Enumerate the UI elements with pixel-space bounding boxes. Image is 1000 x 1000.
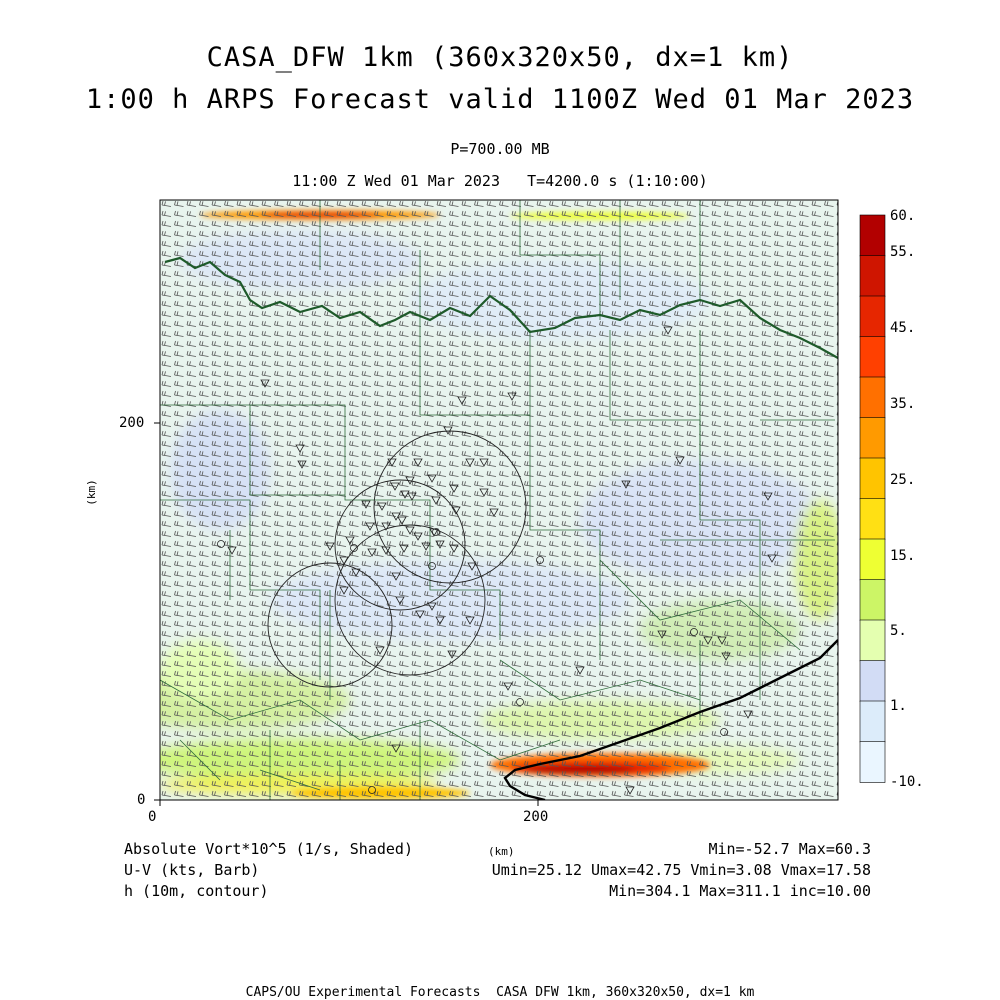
field-description-shaded: Absolute Vort*10^5 (1/s, Shaded) — [124, 840, 413, 858]
colorbar-swatch — [859, 660, 886, 702]
pressure-level: P=700.00 MB — [450, 140, 550, 158]
colorbar-swatch — [859, 255, 886, 297]
colorbar-swatch — [859, 619, 886, 662]
credit-line: CAPS/OU Experimental Forecasts CASA DFW … — [245, 985, 755, 1000]
colorbar-label: 25. — [890, 472, 916, 488]
colorbar-label: 5. — [890, 623, 907, 639]
stats-shaded: Min=-52.7 Max=60.3 — [708, 840, 871, 858]
county-boundaries — [160, 200, 835, 800]
axis-ticks — [154, 422, 539, 806]
vorticity-field — [160, 200, 838, 800]
colorbar-swatch — [859, 741, 886, 783]
colorbar-label: 60. — [890, 208, 916, 224]
colorbar-swatch — [859, 295, 886, 338]
title-line-2: 1:00 h ARPS Forecast valid 1100Z Wed 01 … — [85, 84, 915, 115]
x-axis-unit: (km) — [488, 845, 515, 858]
wind-barbs — [161, 200, 838, 797]
red-river-boundary — [164, 256, 838, 359]
y-tick-0: 0 — [137, 792, 146, 808]
front-line — [503, 639, 838, 800]
colorbar-label: 15. — [890, 548, 916, 564]
colorbar-swatch — [859, 498, 886, 540]
colorbar-swatch — [859, 214, 886, 257]
field-description-barb: U-V (kts, Barb) — [124, 861, 260, 879]
title-line-1: CASA_DFW 1km (360x320x50, dx=1 km) — [206, 42, 794, 73]
colorbar-label: 1. — [890, 698, 907, 714]
colorbar-swatch — [859, 579, 886, 621]
x-tick-0: 0 — [148, 809, 157, 825]
colorbar-swatch — [859, 417, 886, 459]
y-axis-unit: (km) — [84, 479, 98, 506]
stats-contour: Min=304.1 Max=311.1 inc=10.00 — [609, 882, 871, 900]
colorbar — [859, 214, 886, 783]
x-tick-200: 200 — [523, 809, 549, 825]
colorbar-swatch — [859, 336, 886, 378]
station-markers — [217, 326, 777, 795]
y-tick-200: 200 — [119, 415, 145, 431]
colorbar-label: 35. — [890, 396, 916, 412]
stats-wind: Umin=25.12 Umax=42.75 Vmin=3.08 Vmax=17.… — [491, 861, 871, 879]
colorbar-swatch — [859, 700, 886, 743]
colorbar-label: 45. — [890, 320, 916, 336]
colorbar-label: 55. — [890, 244, 916, 260]
valid-time-line: 11:00 Z Wed 01 Mar 2023 T=4200.0 s (1:10… — [292, 172, 708, 190]
colorbar-label: -10. — [890, 774, 924, 790]
colorbar-swatch — [859, 538, 886, 581]
field-description-contour: h (10m, contour) — [124, 882, 269, 900]
colorbar-swatch — [859, 376, 886, 419]
colorbar-swatch — [859, 457, 886, 500]
